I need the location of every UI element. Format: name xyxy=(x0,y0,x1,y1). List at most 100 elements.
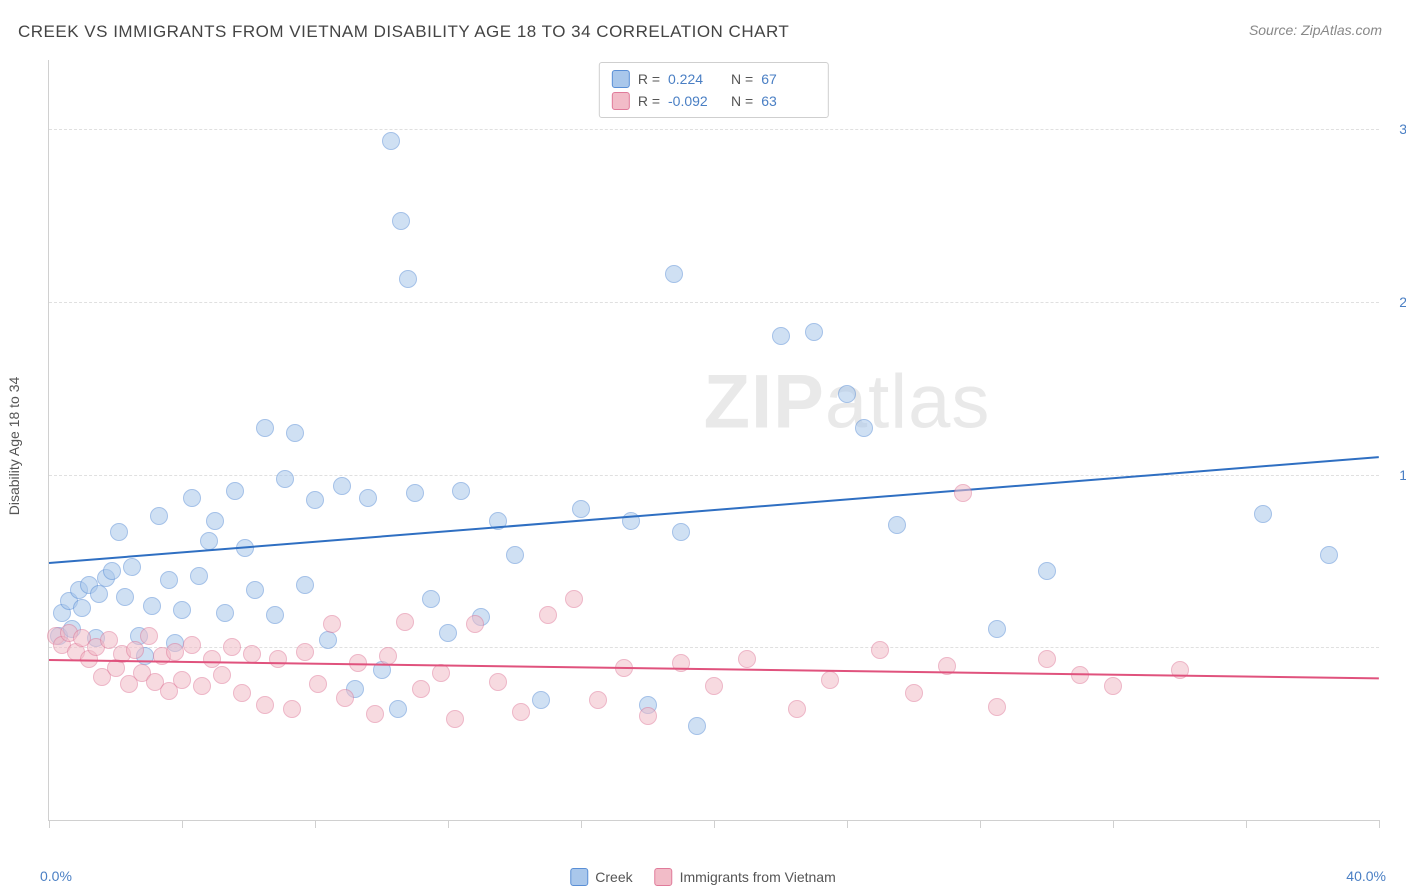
vietnam-point xyxy=(366,705,384,723)
creek-point xyxy=(190,567,208,585)
creek-point xyxy=(665,265,683,283)
creek-point xyxy=(246,581,264,599)
r-label: R = xyxy=(638,93,660,109)
x-tick xyxy=(847,820,848,828)
correlation-legend: R =0.224N =67R =-0.092N =63 xyxy=(599,62,829,118)
creek-point xyxy=(206,512,224,530)
vietnam-point xyxy=(126,641,144,659)
source-attribution: Source: ZipAtlas.com xyxy=(1249,22,1382,38)
vietnam-point xyxy=(821,671,839,689)
vietnam-point xyxy=(489,673,507,691)
r-value: 0.224 xyxy=(668,71,723,87)
plot-area: ZIPatlas R =0.224N =67R =-0.092N =63 7.5… xyxy=(48,60,1379,821)
y-tick-label: 30.0% xyxy=(1389,121,1406,137)
creek-point xyxy=(772,327,790,345)
legend-label: Creek xyxy=(595,869,632,885)
creek-point xyxy=(392,212,410,230)
x-tick xyxy=(581,820,582,828)
creek-point xyxy=(150,507,168,525)
vietnam-point xyxy=(1104,677,1122,695)
creek-point xyxy=(422,590,440,608)
series-legend: Creek Immigrants from Vietnam xyxy=(570,868,835,886)
vietnam-point xyxy=(193,677,211,695)
creek-point xyxy=(888,516,906,534)
creek-point xyxy=(1038,562,1056,580)
vietnam-point xyxy=(243,645,261,663)
x-tick xyxy=(315,820,316,828)
creek-point xyxy=(382,132,400,150)
x-axis-max-label: 40.0% xyxy=(1346,868,1386,884)
legend-row-vietnam: R =-0.092N =63 xyxy=(612,90,816,112)
creek-point xyxy=(988,620,1006,638)
creek-point xyxy=(200,532,218,550)
n-label: N = xyxy=(731,93,753,109)
creek-point xyxy=(688,717,706,735)
vietnam-point xyxy=(446,710,464,728)
legend-swatch xyxy=(570,868,588,886)
creek-point xyxy=(286,424,304,442)
creek-point xyxy=(256,419,274,437)
legend-swatch xyxy=(612,70,630,88)
grid-line xyxy=(49,475,1379,476)
legend-swatch xyxy=(655,868,673,886)
x-tick xyxy=(49,820,50,828)
creek-point xyxy=(266,606,284,624)
creek-point xyxy=(183,489,201,507)
vietnam-point xyxy=(466,615,484,633)
vietnam-point xyxy=(738,650,756,668)
vietnam-point xyxy=(296,643,314,661)
y-tick-label: 22.5% xyxy=(1389,294,1406,310)
creek-point xyxy=(116,588,134,606)
vietnam-point xyxy=(336,689,354,707)
vietnam-point xyxy=(283,700,301,718)
vietnam-point xyxy=(223,638,241,656)
vietnam-point xyxy=(512,703,530,721)
y-axis-title: Disability Age 18 to 34 xyxy=(6,377,22,516)
vietnam-point xyxy=(412,680,430,698)
creek-point xyxy=(439,624,457,642)
n-value: 63 xyxy=(761,93,816,109)
vietnam-point xyxy=(256,696,274,714)
vietnam-point xyxy=(173,671,191,689)
vietnam-point xyxy=(589,691,607,709)
creek-point xyxy=(276,470,294,488)
creek-point xyxy=(805,323,823,341)
y-tick-label: 15.0% xyxy=(1389,467,1406,483)
x-tick xyxy=(980,820,981,828)
creek-point xyxy=(226,482,244,500)
creek-point xyxy=(333,477,351,495)
chart-title: CREEK VS IMMIGRANTS FROM VIETNAM DISABIL… xyxy=(18,22,789,42)
x-axis-min-label: 0.0% xyxy=(40,868,72,884)
legend-swatch xyxy=(612,92,630,110)
creek-point xyxy=(143,597,161,615)
legend-row-creek: R =0.224N =67 xyxy=(612,68,816,90)
x-tick xyxy=(448,820,449,828)
legend-item-vietnam: Immigrants from Vietnam xyxy=(655,868,836,886)
n-value: 67 xyxy=(761,71,816,87)
vietnam-point xyxy=(203,650,221,668)
vietnam-point xyxy=(140,627,158,645)
vietnam-point xyxy=(269,650,287,668)
x-tick xyxy=(1246,820,1247,828)
vietnam-point xyxy=(213,666,231,684)
creek-point xyxy=(855,419,873,437)
vietnam-point xyxy=(871,641,889,659)
creek-point xyxy=(160,571,178,589)
vietnam-point xyxy=(639,707,657,725)
vietnam-point xyxy=(183,636,201,654)
vietnam-point xyxy=(788,700,806,718)
creek-point xyxy=(838,385,856,403)
creek-point xyxy=(319,631,337,649)
creek-point xyxy=(1254,505,1272,523)
creek-point xyxy=(532,691,550,709)
creek-point xyxy=(90,585,108,603)
creek-point xyxy=(306,491,324,509)
x-tick xyxy=(1113,820,1114,828)
grid-line xyxy=(49,129,1379,130)
r-label: R = xyxy=(638,71,660,87)
creek-point xyxy=(672,523,690,541)
x-tick xyxy=(1379,820,1380,828)
creek-point xyxy=(103,562,121,580)
creek-point xyxy=(406,484,424,502)
vietnam-point xyxy=(988,698,1006,716)
